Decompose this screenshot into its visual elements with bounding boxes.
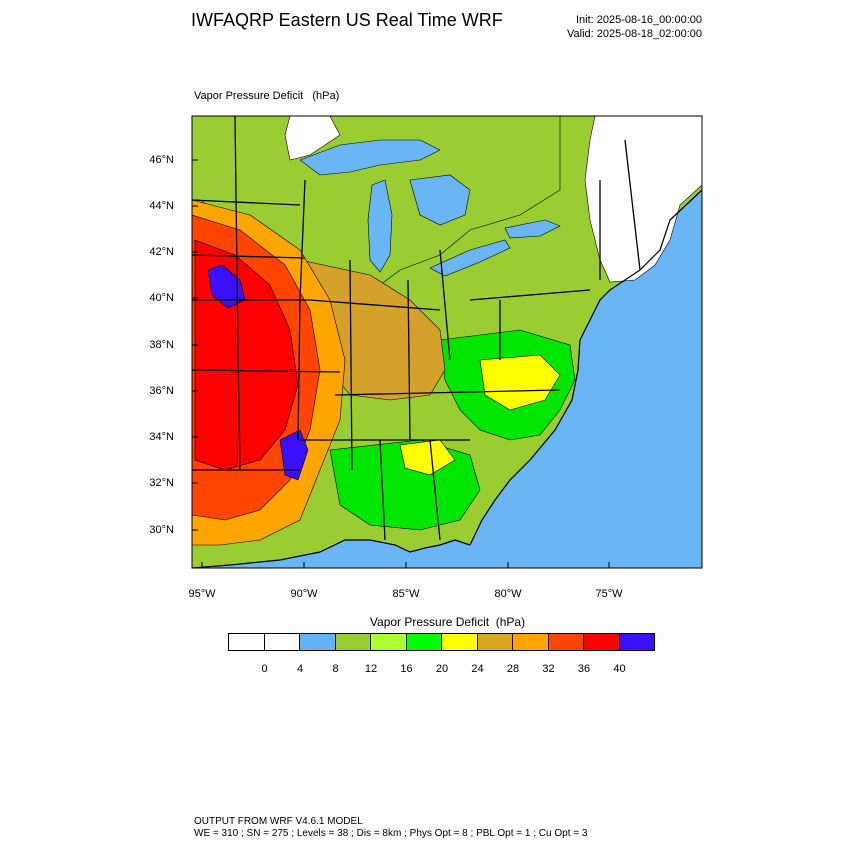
lat-label-34: 34°N xyxy=(149,431,174,443)
colorbar-title: Vapor Pressure Deficit (hPa) xyxy=(369,615,526,629)
lat-label-46: 46°N xyxy=(149,154,174,166)
land-yellow-region-2 xyxy=(399,439,456,476)
lat-label-44: 44°N xyxy=(149,200,174,212)
colorbar-tick-label: 28 xyxy=(506,663,520,675)
lake-ontario xyxy=(504,219,561,239)
colorbar-tick-label: 0 xyxy=(261,663,268,675)
land-yellow-region xyxy=(479,354,561,411)
colorbar-box xyxy=(476,633,513,651)
lon-label-75: 75°W xyxy=(595,588,623,600)
map-plot-area xyxy=(192,116,702,568)
init-time: Init: 2025-08-16_00:00:00 xyxy=(576,14,702,26)
valid-time: Valid: 2025-08-18_02:00:00 xyxy=(567,28,702,40)
lat-label-30: 30°N xyxy=(149,524,174,536)
colorbar-tick-label: 32 xyxy=(542,663,555,675)
colorbar-box xyxy=(583,633,620,651)
colorbar-box xyxy=(370,633,407,651)
model-config-line: WE = 310 ; SN = 275 ; Levels = 38 ; Dis … xyxy=(194,828,588,839)
colorbar-tick-label: 24 xyxy=(471,663,484,675)
state-borders xyxy=(192,116,641,541)
model-info-footer: OUTPUT FROM WRF V4.6.1 MODEL WE = 310 ; … xyxy=(194,816,587,840)
state-border-line xyxy=(429,439,441,541)
lake-superior xyxy=(299,139,441,176)
lon-label-90: 90°W xyxy=(290,588,318,600)
state-border-line xyxy=(624,139,641,271)
state-border-line xyxy=(439,249,451,361)
state-border-line xyxy=(309,299,441,311)
state-border-line xyxy=(334,389,561,396)
white-northwest-region xyxy=(284,116,341,161)
colorbar-tick-label: 12 xyxy=(364,663,378,675)
time-info: Init: 2025-08-16_00:00:00 Valid: 2025-08… xyxy=(567,13,702,41)
lat-label-42: 42°N xyxy=(149,246,174,258)
state-border-line xyxy=(234,116,241,471)
colorbar xyxy=(228,633,655,651)
colorbar-tick-label: 20 xyxy=(435,663,449,675)
lake-huron xyxy=(409,174,471,226)
colorbar-tick-label: 8 xyxy=(332,663,339,675)
lon-label-80: 80°W xyxy=(494,588,522,600)
lon-label-95: 95°W xyxy=(188,588,216,600)
state-border-line xyxy=(469,289,591,301)
colorbar-box xyxy=(441,633,478,651)
state-border-line xyxy=(192,254,306,259)
colorbar-box xyxy=(263,633,300,651)
colorbar-box xyxy=(405,633,442,651)
state-border-line xyxy=(192,199,301,206)
state-border-line xyxy=(407,279,411,441)
axis-ticks xyxy=(192,159,610,568)
colorbar-box xyxy=(228,633,265,651)
state-border-line xyxy=(192,369,341,373)
field-label: Vapor Pressure Deficit (hPa) xyxy=(194,90,340,102)
map-frame xyxy=(191,115,703,569)
lat-label-40: 40°N xyxy=(149,292,174,304)
white-northeast-region xyxy=(584,116,702,283)
state-border-line xyxy=(349,259,353,471)
colorbar-tick-label: 16 xyxy=(400,663,413,675)
colorbar-tick-label: 36 xyxy=(577,663,591,675)
colorbar-box xyxy=(334,633,371,651)
colorbar-box xyxy=(512,633,549,651)
lake-erie xyxy=(429,239,511,277)
state-border-line xyxy=(379,439,386,541)
lat-label-38: 38°N xyxy=(149,339,174,351)
lake-michigan xyxy=(367,179,393,273)
model-version-line: OUTPUT FROM WRF V4.6.1 MODEL xyxy=(194,816,363,827)
east-coastline xyxy=(469,189,702,546)
colorbar-tick-label: 40 xyxy=(613,663,626,675)
lat-label-32: 32°N xyxy=(149,477,174,489)
colorbar-box xyxy=(547,633,584,651)
map-title: IWFAQRP Eastern US Real Time WRF xyxy=(191,10,503,30)
lat-label-36: 36°N xyxy=(149,385,174,397)
gulf-coastline xyxy=(192,539,471,568)
colorbar-tick-label: 4 xyxy=(296,663,304,675)
lon-label-85: 85°W xyxy=(392,588,420,600)
colorbar-box xyxy=(299,633,336,651)
colorbar-box xyxy=(618,633,655,651)
land-blue-patch-south xyxy=(279,429,309,481)
